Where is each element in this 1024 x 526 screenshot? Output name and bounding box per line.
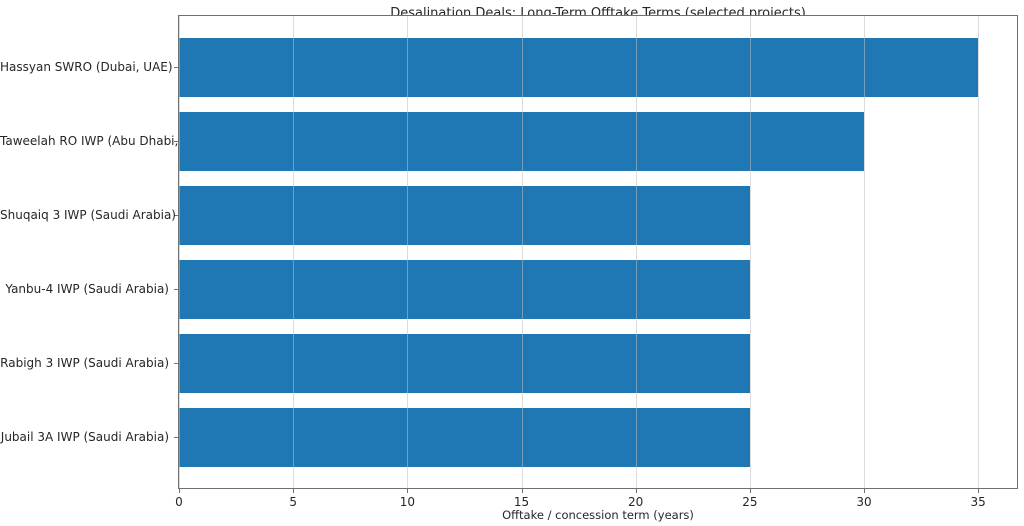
y-tick-label: Shuqaiq 3 IWP (Saudi Arabia) <box>0 208 176 222</box>
gridline <box>749 16 751 488</box>
x-tick-label: 30 <box>856 495 872 509</box>
x-axis-label: Offtake / concession term (years) <box>502 508 694 522</box>
gridline <box>179 16 180 488</box>
bar <box>179 407 750 467</box>
x-tick-label: 35 <box>970 495 986 509</box>
bar <box>179 333 750 393</box>
x-tick-mark <box>749 489 751 493</box>
y-tick-label: Hassyan SWRO (Dubai, UAE) <box>0 60 173 74</box>
y-tick-mark <box>174 363 178 364</box>
x-tick-mark <box>978 489 980 493</box>
x-tick-mark <box>179 489 180 493</box>
y-tick-mark <box>174 437 178 438</box>
x-tick-mark <box>407 489 409 493</box>
y-tick-label: Jubail 3A IWP (Saudi Arabia) <box>0 430 169 444</box>
gridline <box>864 16 865 488</box>
x-tick-mark <box>864 489 865 493</box>
x-tick-mark <box>635 489 637 493</box>
x-tick-label: 25 <box>742 495 758 509</box>
x-tick-mark <box>521 489 523 493</box>
bar <box>179 185 750 245</box>
x-tick-label: 0 <box>175 495 183 509</box>
x-tick-label: 5 <box>289 495 297 509</box>
y-tick-mark <box>174 141 178 142</box>
x-tick-label: 10 <box>399 495 415 509</box>
gridline <box>635 16 637 488</box>
bar <box>179 259 750 319</box>
x-tick-label: 15 <box>513 495 530 509</box>
x-tick-label: 20 <box>628 495 644 509</box>
x-tick-mark <box>293 489 295 493</box>
y-tick-mark <box>174 215 178 216</box>
y-tick-label: Yanbu-4 IWP (Saudi Arabia) <box>5 282 169 296</box>
y-tick-mark <box>174 67 178 68</box>
bar <box>179 37 979 97</box>
gridline <box>521 16 523 488</box>
y-tick-label: Rabigh 3 IWP (Saudi Arabia) <box>0 356 169 370</box>
gridline <box>978 16 980 488</box>
y-tick-mark <box>174 289 178 290</box>
gridline <box>407 16 409 488</box>
gridline <box>293 16 295 488</box>
plot-area <box>178 15 1018 489</box>
y-tick-label: Taweelah RO IWP (Abu Dhabi, UAE) <box>0 134 212 148</box>
